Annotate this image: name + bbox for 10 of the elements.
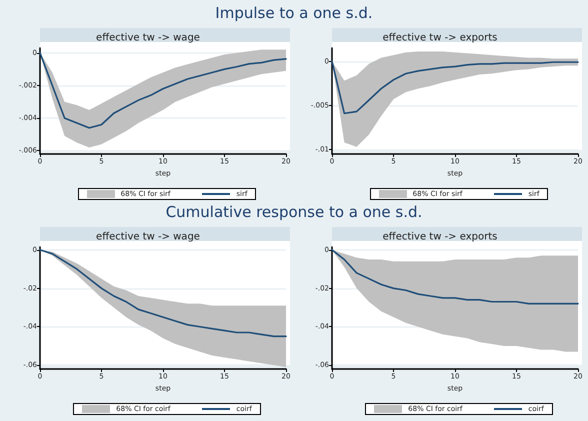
chart-title: Cumulative response to a one s.d. — [164, 203, 424, 221]
chart-subtitle: effective tw -> wage — [96, 32, 200, 44]
chart-subtitle: effective tw -> wage — [96, 232, 200, 242]
line-series — [39, 249, 287, 338]
chart-subtitle: effective tw -> exports — [382, 232, 498, 242]
line-series — [331, 249, 579, 304]
line-series — [39, 52, 287, 129]
chart-subtitle: effective tw -> exports — [382, 32, 498, 44]
chart-title: Impulse to a one s.d. — [214, 4, 374, 22]
line-series — [331, 60, 579, 114]
